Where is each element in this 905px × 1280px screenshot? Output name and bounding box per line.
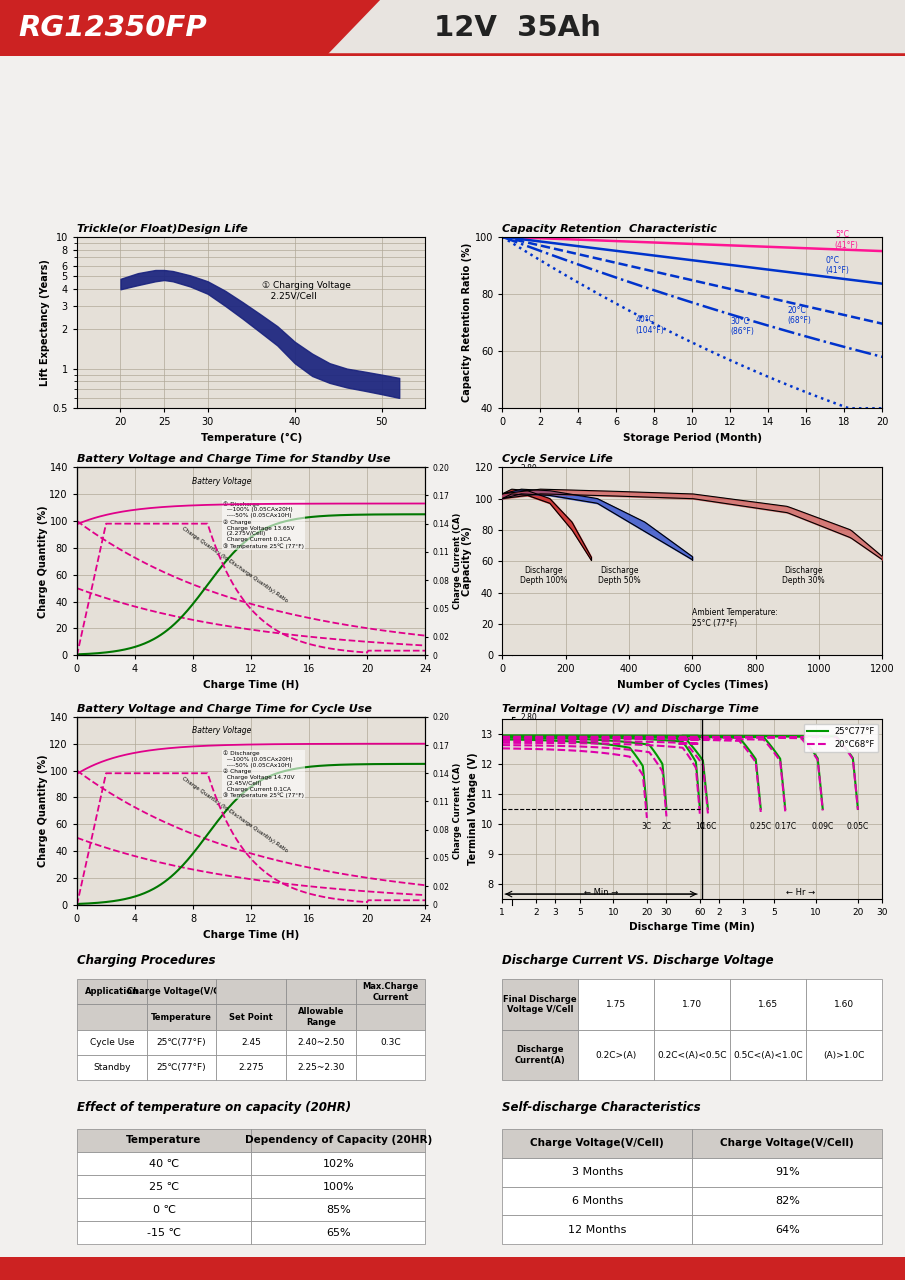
Text: Discharge
Depth 30%: Discharge Depth 30% bbox=[782, 566, 824, 585]
X-axis label: Charge Time (H): Charge Time (H) bbox=[203, 929, 300, 940]
Text: Charge Quantity (to-Discharge Quantity) Ratio: Charge Quantity (to-Discharge Quantity) … bbox=[181, 526, 289, 604]
Y-axis label: Charge Quantity (%): Charge Quantity (%) bbox=[38, 506, 48, 617]
Text: Effect of temperature on capacity (20HR): Effect of temperature on capacity (20HR) bbox=[77, 1101, 351, 1114]
Text: 40°C
(104°F): 40°C (104°F) bbox=[635, 315, 664, 335]
Y-axis label: Charge Current (CA): Charge Current (CA) bbox=[452, 763, 462, 859]
Text: Ambient Temperature:
25°C (77°F): Ambient Temperature: 25°C (77°F) bbox=[692, 608, 778, 627]
Text: 3C: 3C bbox=[642, 822, 652, 832]
Text: Discharge
Depth 100%: Discharge Depth 100% bbox=[519, 566, 567, 585]
Text: Discharge
Depth 50%: Discharge Depth 50% bbox=[598, 566, 641, 585]
Text: ① Discharge
  —100% (0.05CAx20H)
  ----50% (0.05CAx10H)
② Charge
  Charge Voltag: ① Discharge —100% (0.05CAx20H) ----50% (… bbox=[224, 750, 304, 799]
Polygon shape bbox=[0, 1257, 905, 1280]
Text: 0.05C: 0.05C bbox=[847, 822, 869, 832]
Text: 2C: 2C bbox=[662, 822, 672, 832]
Text: 1C: 1C bbox=[695, 822, 705, 832]
Text: Battery Voltage and Charge Time for Cycle Use: Battery Voltage and Charge Time for Cycl… bbox=[77, 704, 372, 714]
Text: ← Min →: ← Min → bbox=[584, 888, 618, 897]
Y-axis label: Capacity Retention Ratio (%): Capacity Retention Ratio (%) bbox=[462, 243, 472, 402]
Text: 12V  35Ah: 12V 35Ah bbox=[434, 14, 601, 42]
Polygon shape bbox=[326, 0, 905, 56]
Text: 0.17C: 0.17C bbox=[774, 822, 796, 832]
Text: RG12350FP: RG12350FP bbox=[18, 14, 207, 42]
Text: Trickle(or Float)Design Life: Trickle(or Float)Design Life bbox=[77, 224, 248, 234]
Legend: 25°C77°F, 20°C68°F: 25°C77°F, 20°C68°F bbox=[804, 723, 878, 753]
Text: Battery Voltage: Battery Voltage bbox=[192, 726, 252, 735]
Y-axis label: Charge Quantity (%): Charge Quantity (%) bbox=[38, 755, 48, 867]
Text: Battery Voltage: Battery Voltage bbox=[192, 476, 252, 485]
Text: 0.09C: 0.09C bbox=[812, 822, 834, 832]
Text: Charging Procedures: Charging Procedures bbox=[77, 954, 215, 966]
Text: ① Discharge
  —100% (0.05CAx20H)
  ----50% (0.05CAx10H)
② Charge
  Charge Voltag: ① Discharge —100% (0.05CAx20H) ----50% (… bbox=[224, 500, 304, 549]
Text: 0.25C: 0.25C bbox=[749, 822, 772, 832]
Text: Battery Voltage and Charge Time for Standby Use: Battery Voltage and Charge Time for Stan… bbox=[77, 454, 390, 465]
Y-axis label: Terminal Voltage (V): Terminal Voltage (V) bbox=[468, 753, 478, 865]
X-axis label: Temperature (°C): Temperature (°C) bbox=[201, 433, 301, 443]
Text: ① Charging Voltage
   2.25V/Cell: ① Charging Voltage 2.25V/Cell bbox=[262, 282, 350, 301]
Y-axis label: Battery Voltage (V)/Per Cell: Battery Voltage (V)/Per Cell bbox=[539, 502, 548, 621]
Text: Charge Quantity (to-Discharge Quantity) Ratio: Charge Quantity (to-Discharge Quantity) … bbox=[181, 776, 289, 854]
Text: 30°C
(86°F): 30°C (86°F) bbox=[730, 316, 754, 337]
X-axis label: Discharge Time (Min): Discharge Time (Min) bbox=[629, 922, 756, 932]
Text: Cycle Service Life: Cycle Service Life bbox=[502, 454, 613, 465]
X-axis label: Storage Period (Month): Storage Period (Month) bbox=[623, 433, 762, 443]
Text: 0°C
(41°F): 0°C (41°F) bbox=[825, 256, 849, 275]
Y-axis label: Battery Voltage (V)/Per Cell: Battery Voltage (V)/Per Cell bbox=[539, 751, 548, 870]
Y-axis label: Lift Expectancy (Years): Lift Expectancy (Years) bbox=[40, 259, 50, 387]
Text: 5°C
(41°F): 5°C (41°F) bbox=[835, 230, 859, 250]
X-axis label: Charge Time (H): Charge Time (H) bbox=[203, 680, 300, 690]
X-axis label: Number of Cycles (Times): Number of Cycles (Times) bbox=[616, 680, 768, 690]
Y-axis label: Capacity (%): Capacity (%) bbox=[462, 526, 472, 596]
Text: Capacity Retention  Characteristic: Capacity Retention Characteristic bbox=[502, 224, 717, 234]
Y-axis label: Charge Current (CA): Charge Current (CA) bbox=[452, 513, 462, 609]
Text: Self-discharge Characteristics: Self-discharge Characteristics bbox=[502, 1101, 700, 1114]
Text: 0.6C: 0.6C bbox=[700, 822, 717, 832]
Polygon shape bbox=[0, 0, 380, 56]
Text: Discharge Current VS. Discharge Voltage: Discharge Current VS. Discharge Voltage bbox=[502, 954, 774, 966]
Text: 20°C
(68°F): 20°C (68°F) bbox=[787, 306, 811, 325]
Text: ← Hr →: ← Hr → bbox=[786, 888, 815, 897]
Text: Terminal Voltage (V) and Discharge Time: Terminal Voltage (V) and Discharge Time bbox=[502, 704, 759, 714]
